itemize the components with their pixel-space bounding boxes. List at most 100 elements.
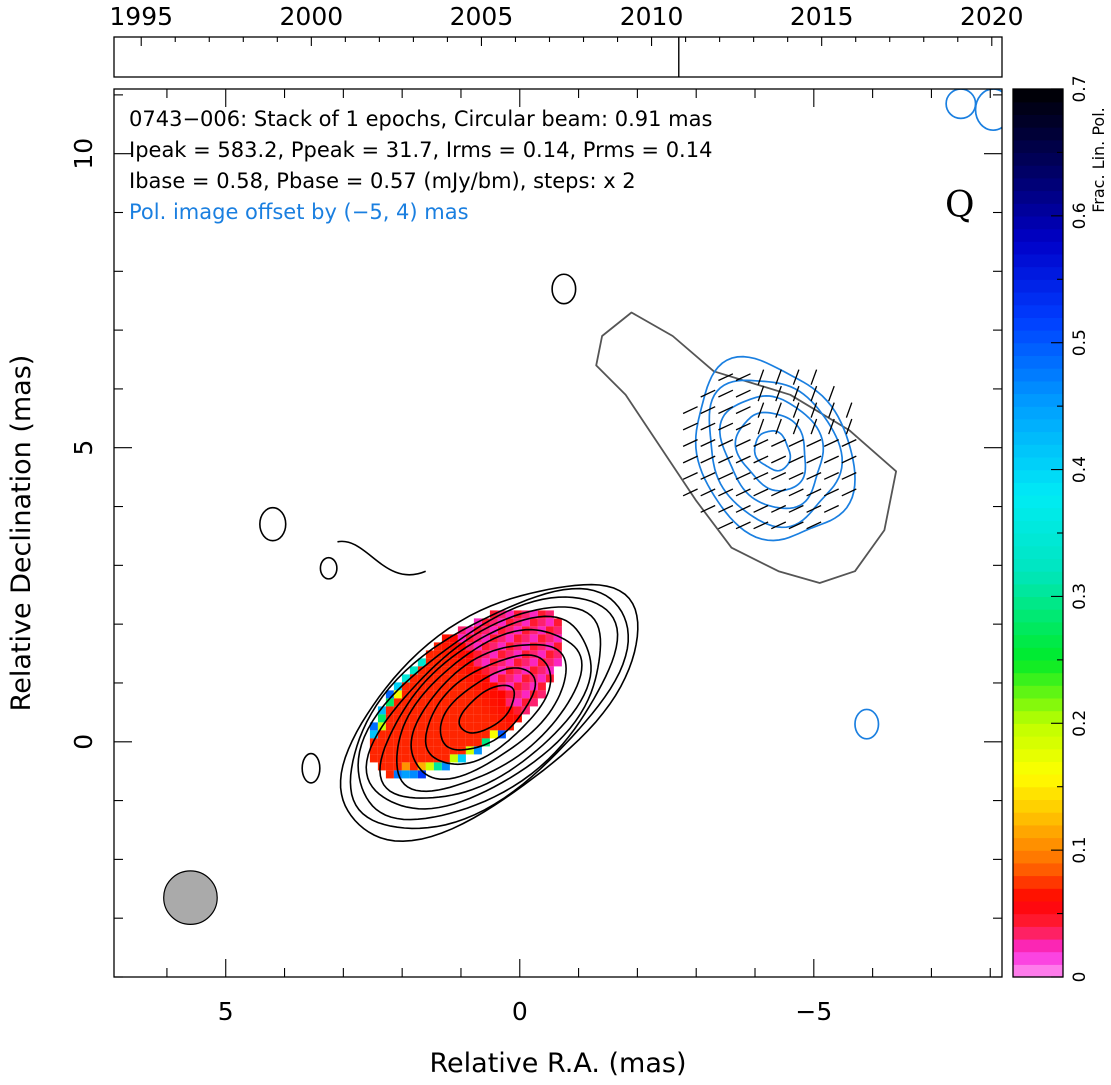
stokes-i-island — [551, 273, 577, 305]
colorbar-segment — [1013, 634, 1063, 648]
frac-pol-pixel — [377, 762, 386, 771]
frac-pol-pixel — [393, 690, 402, 699]
evpa-tick — [700, 389, 716, 398]
frac-pol-pixel — [537, 650, 546, 659]
frac-pol-pixel — [521, 658, 530, 667]
annotation-line-1: 0743−006: Stack of 1 epochs, Circular be… — [129, 107, 712, 131]
evpa-tick — [718, 521, 734, 530]
frac-pol-pixel — [449, 674, 458, 683]
frac-pol-pixel — [497, 722, 506, 731]
evpa-tick — [775, 385, 782, 402]
frac-pol-pixel — [537, 682, 546, 691]
evpa-tick — [823, 472, 839, 480]
frac-pol-pixel — [425, 650, 434, 659]
frac-pol-pixel — [377, 746, 386, 755]
frac-pol-pixel — [433, 666, 442, 675]
y-tick-label: 10 — [69, 138, 98, 170]
frac-pol-pixel — [489, 618, 498, 627]
evpa-tick — [771, 521, 787, 530]
frac-pol-pixel — [473, 730, 482, 739]
evpa-tick — [700, 488, 716, 497]
frac-pol-pixel — [441, 682, 450, 691]
evpa-tick — [792, 402, 800, 418]
frac-pol-pixel — [417, 770, 426, 779]
frac-pol-pixel — [409, 714, 418, 723]
frac-pol-pixel — [497, 682, 506, 691]
frac-pol-pixel — [377, 714, 386, 723]
frac-pol-pixel — [377, 738, 386, 747]
frac-pol-pixel — [489, 626, 498, 635]
evpa-tick — [771, 488, 787, 497]
frac-pol-pixel — [521, 706, 530, 715]
source-class-letter: Q — [945, 185, 975, 226]
evpa-tick — [753, 521, 769, 530]
frac-pol-pixel — [481, 706, 490, 715]
stokes-i-contour — [349, 587, 629, 830]
frac-pol-pixel — [481, 634, 490, 643]
frac-pol-pixel — [513, 682, 522, 691]
frac-pol-pixel — [449, 666, 458, 675]
frac-pol-pixel — [401, 706, 410, 715]
evpa-tick — [823, 488, 839, 497]
evpa-tick — [841, 472, 857, 480]
frac-pol-pixel — [465, 738, 474, 747]
pol-contour — [708, 379, 844, 529]
frac-pol-pixel — [473, 698, 482, 707]
stokes-i-contour-outer — [595, 311, 897, 584]
frac-pol-pixel — [385, 770, 394, 779]
frac-pol-pixel — [489, 674, 498, 683]
evpa-tick — [735, 455, 751, 464]
colorbar-segment — [1013, 482, 1063, 496]
frac-pol-pixel — [425, 714, 434, 723]
y-tick-label: 5 — [69, 440, 98, 456]
stokes-i-contour — [395, 628, 583, 793]
frac-pol-pixel — [433, 762, 442, 771]
frac-pol-pixel — [385, 762, 394, 771]
frac-pol-pixel — [505, 722, 514, 731]
colorbar-segment — [1013, 456, 1063, 471]
frac-pol-pixel — [465, 690, 474, 699]
frac-pol-pixel — [433, 642, 442, 651]
frac-pol-pixel — [441, 730, 450, 739]
frac-pol-pixel — [537, 618, 546, 627]
frac-pol-pixel — [417, 762, 426, 771]
x-tick-label: −5 — [795, 997, 832, 1026]
frac-pol-pixel — [473, 682, 482, 691]
timeline-year-label: 2000 — [280, 2, 344, 31]
evpa-tick — [775, 418, 782, 435]
y-tick-label: 0 — [69, 734, 98, 750]
frac-pol-pixel — [489, 730, 498, 739]
evpa-tick — [700, 455, 716, 464]
frac-pol-pixel — [385, 746, 394, 755]
evpa-tick — [700, 422, 716, 431]
colorbar-segment — [1013, 685, 1063, 699]
colorbar-segment — [1013, 774, 1063, 788]
evpa-tick — [788, 521, 804, 530]
colorbar-segment — [1013, 850, 1063, 864]
frac-pol-pixel — [465, 626, 474, 635]
x-axis-label: Relative R.A. (mas) — [430, 1048, 687, 1079]
frac-pol-pixel — [369, 746, 378, 755]
frac-pol-pixel — [513, 698, 522, 707]
frac-pol-pixel — [489, 690, 498, 699]
colorbar-segment — [1013, 228, 1063, 242]
frac-pol-pixel — [457, 642, 466, 651]
frac-pol-pixel — [553, 634, 562, 643]
frac-pol-pixel — [385, 754, 394, 763]
frac-pol-pixel — [393, 754, 402, 763]
frac-pol-pixel — [545, 634, 554, 643]
frac-pol-pixel — [449, 730, 458, 739]
evpa-tick — [753, 504, 769, 513]
x-tick-label: 0 — [512, 997, 528, 1026]
frac-pol-pixel — [401, 714, 410, 723]
evpa-tick — [682, 472, 698, 480]
frac-pol-pixel — [489, 714, 498, 723]
frac-pol-pixel — [417, 698, 426, 707]
frac-pol-pixel — [409, 706, 418, 715]
colorbar-segment — [1013, 786, 1063, 800]
evpa-tick — [718, 439, 734, 447]
frac-pol-pixel — [385, 714, 394, 723]
frac-pol-pixel — [513, 650, 522, 659]
frac-pol-pixel — [385, 738, 394, 747]
evpa-tick — [806, 455, 822, 464]
